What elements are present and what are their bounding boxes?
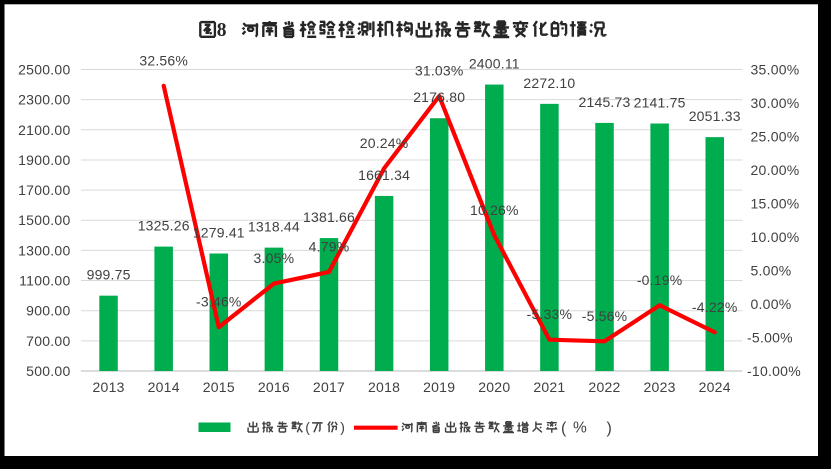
svg-text:1381.66: 1381.66	[303, 209, 355, 225]
svg-text:-5.56%: -5.56%	[582, 308, 628, 324]
svg-text:1700.00: 1700.00	[18, 182, 70, 198]
svg-text:%: %	[573, 420, 587, 437]
svg-text:): )	[340, 419, 345, 435]
svg-text:-10.00%: -10.00%	[747, 363, 801, 379]
svg-text:20.24%: 20.24%	[360, 135, 409, 151]
svg-text:): )	[607, 420, 612, 437]
svg-text:10.26%: 10.26%	[470, 202, 519, 218]
svg-text:1279.41: 1279.41	[193, 225, 245, 241]
svg-text:1300.00: 1300.00	[18, 242, 70, 258]
svg-text:1661.34: 1661.34	[358, 167, 410, 183]
svg-text:1900.00: 1900.00	[18, 152, 70, 168]
svg-text:1318.44: 1318.44	[248, 219, 300, 235]
svg-text:2023: 2023	[644, 379, 676, 395]
svg-text:2015: 2015	[203, 379, 235, 395]
svg-text:2500.00: 2500.00	[18, 62, 70, 78]
svg-text:999.75: 999.75	[87, 267, 131, 283]
svg-text:2019: 2019	[423, 379, 455, 395]
svg-text:32.56%: 32.56%	[139, 52, 188, 68]
svg-text:31.03%: 31.03%	[415, 63, 464, 79]
svg-text:-5.33%: -5.33%	[527, 306, 573, 322]
svg-text:0.00%: 0.00%	[751, 296, 792, 312]
svg-text:15.00%: 15.00%	[751, 196, 800, 212]
svg-text:(: (	[561, 420, 567, 437]
svg-text:2176.80: 2176.80	[413, 89, 465, 105]
svg-text:2017: 2017	[313, 379, 345, 395]
svg-text:-4.22%: -4.22%	[692, 299, 738, 315]
svg-text:(: (	[305, 419, 310, 435]
svg-text:10.00%: 10.00%	[751, 229, 800, 245]
svg-text:-5.00%: -5.00%	[747, 330, 793, 346]
svg-text:500.00: 500.00	[26, 363, 70, 379]
svg-text:2016: 2016	[258, 379, 290, 395]
svg-text:2400.11: 2400.11	[469, 56, 520, 72]
svg-text:2051.33: 2051.33	[689, 108, 741, 124]
svg-text:25.00%: 25.00%	[751, 129, 800, 145]
svg-text:20.00%: 20.00%	[751, 162, 800, 178]
svg-text:900.00: 900.00	[26, 303, 70, 319]
svg-text:2013: 2013	[93, 379, 125, 395]
svg-text:2100.00: 2100.00	[18, 122, 70, 138]
svg-text:2300.00: 2300.00	[18, 92, 70, 108]
svg-text:5.00%: 5.00%	[751, 263, 792, 279]
svg-text:35.00%: 35.00%	[751, 62, 800, 78]
svg-text:1325.26: 1325.26	[138, 218, 190, 234]
svg-text:2141.75: 2141.75	[634, 95, 686, 111]
svg-text:4.79%: 4.79%	[309, 238, 350, 254]
svg-text:3.05%: 3.05%	[254, 250, 295, 266]
svg-text:2018: 2018	[368, 379, 400, 395]
svg-text:2145.73: 2145.73	[578, 94, 630, 110]
svg-text:-0.19%: -0.19%	[637, 272, 683, 288]
svg-text:2021: 2021	[533, 379, 565, 395]
svg-text:-3.46%: -3.46%	[196, 294, 242, 310]
svg-text:2022: 2022	[588, 379, 620, 395]
svg-text:2020: 2020	[478, 379, 510, 395]
svg-text:2014: 2014	[148, 379, 180, 395]
svg-text:2024: 2024	[699, 379, 731, 395]
svg-text:2272.10: 2272.10	[523, 75, 575, 91]
svg-text:8: 8	[217, 20, 227, 41]
svg-text:30.00%: 30.00%	[751, 95, 800, 111]
svg-text:1100.00: 1100.00	[19, 273, 70, 289]
svg-text:1500.00: 1500.00	[18, 212, 70, 228]
svg-text:700.00: 700.00	[26, 333, 70, 349]
